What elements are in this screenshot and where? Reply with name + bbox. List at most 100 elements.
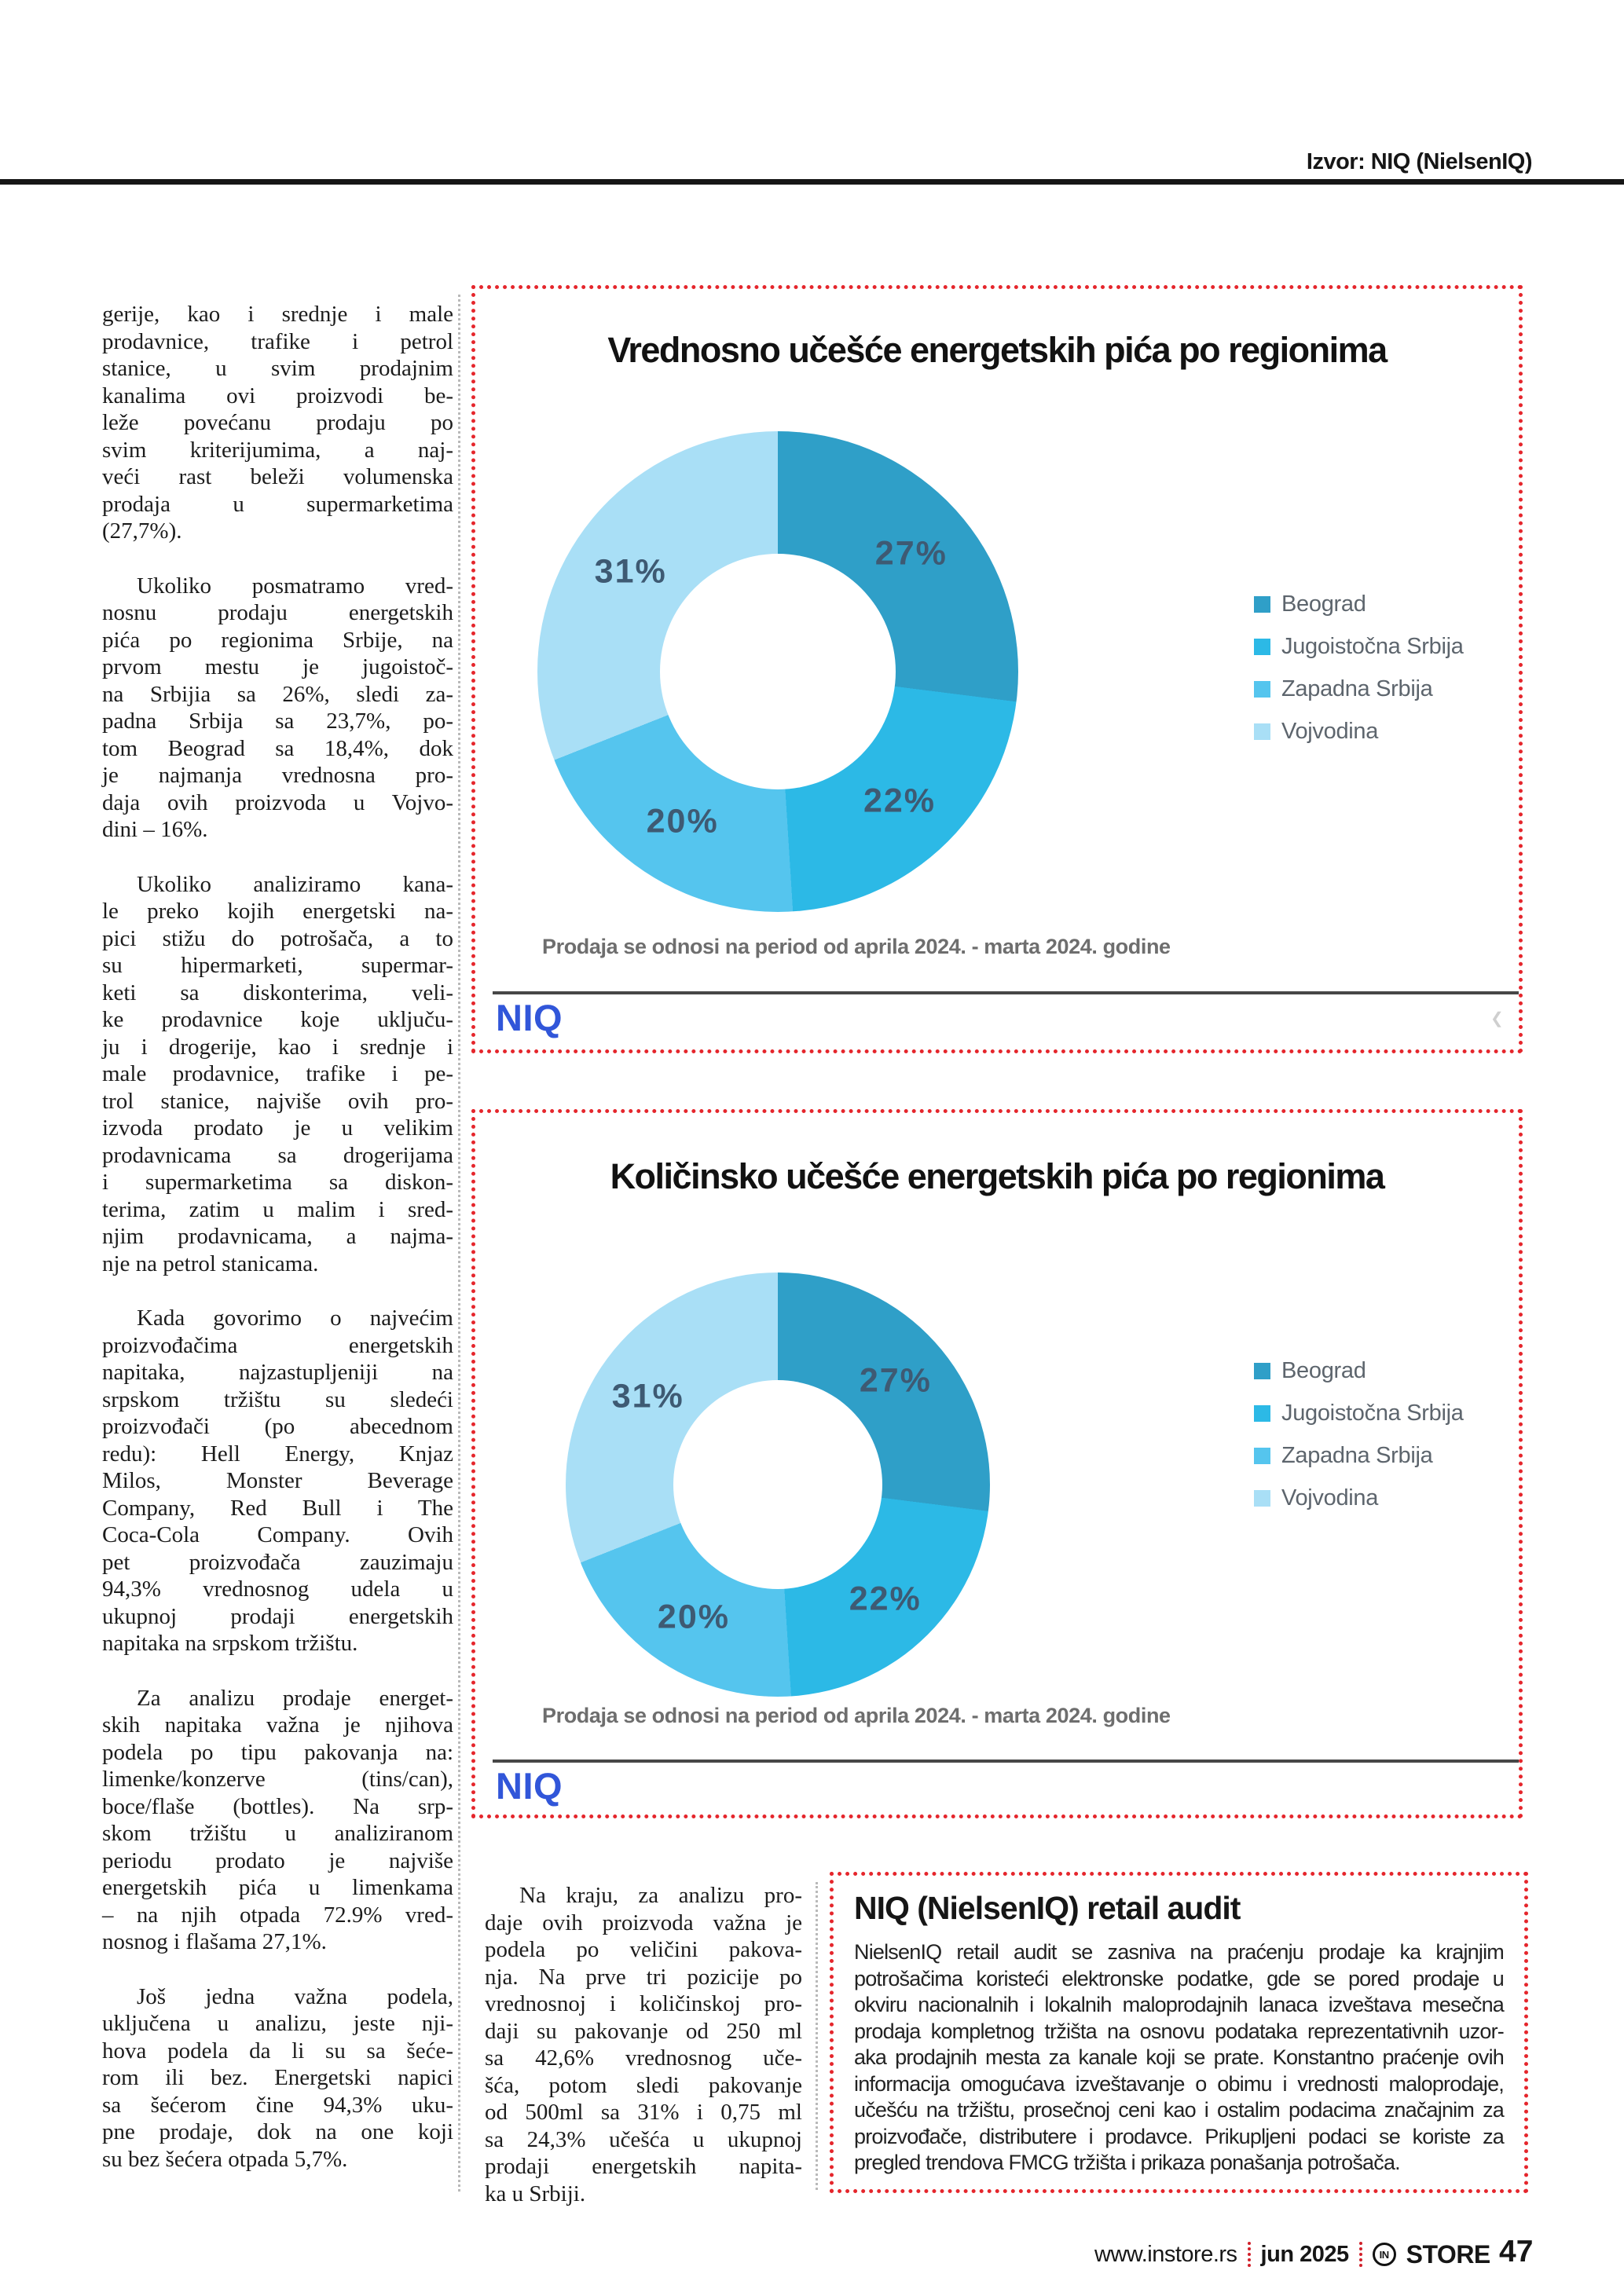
legend-swatch: [1254, 1404, 1270, 1422]
text-line: srpskom tržištu su sledeći: [102, 1386, 453, 1412]
text-line: sa 42,6% vrednosnog uče-: [485, 2045, 802, 2071]
text-line: prodaji energetskih napita-: [485, 2154, 802, 2179]
instore-logo-icon: IN: [1372, 2243, 1396, 2266]
niq-logo: NIQ: [496, 997, 563, 1038]
paragraph: Kada govorimo o najvećim proizvođačima en…: [102, 1305, 453, 1657]
volume-share-chart-box: Količinsko učešće energetskih pića po re…: [471, 1109, 1523, 1818]
legend-label: Beograd: [1281, 1357, 1366, 1383]
audit-text-line: informacija omogućava izveštavanje o obi…: [854, 2071, 1505, 2096]
legend-item: Jugoistočna Srbija: [1254, 625, 1464, 668]
footer-url: www.instore.rs: [1094, 2241, 1237, 2267]
paragraph: Na kraju, za analizu pro-daje ovih proiz…: [485, 1882, 802, 2207]
text-line: proizvođačima energetskih: [102, 1332, 453, 1358]
paragraph: Ukoliko posmatramo vred-nosnu prodaju en…: [102, 573, 453, 844]
left-article-column: gerije, kao i srednje i male prodavnice, …: [102, 301, 453, 2200]
legend-swatch: [1254, 1489, 1270, 1507]
paragraph: Još jedna važna podela, uključena u anali…: [102, 1983, 453, 2173]
legend-swatch: [1254, 723, 1270, 740]
text-line: redu): Hell Energy, Knjaz: [102, 1441, 453, 1467]
audit-body: NielsenIQ retail audit se zasniva na pra…: [854, 1939, 1505, 2177]
footer-separator: [1247, 2242, 1251, 2267]
donut-label: 27%: [874, 534, 948, 573]
text-line: pne prodaje, dok na one koji: [102, 2119, 453, 2144]
text-line: njim prodavnicama, a najma-: [102, 1224, 453, 1249]
top-rule: [0, 179, 1624, 185]
text-line: daje ovih proizvoda važna je: [485, 1910, 802, 1935]
chart-title: Količinsko učešće energetskih pića po re…: [610, 1156, 1385, 1196]
legend-swatch: [1254, 1362, 1270, 1379]
text-line: uključena u analizu, jeste nji-: [102, 2011, 453, 2036]
chart-footer-divider: [493, 1760, 1519, 1763]
text-line: Još jedna važna podela,: [137, 1983, 453, 2009]
donut-label: 31%: [594, 552, 667, 591]
audit-title: NIQ (NielsenIQ) retail audit: [854, 1890, 1241, 1926]
text-line: ju i drogerije, kao i srednje i: [102, 1034, 453, 1060]
text-line: svim kriterijumima, a naj-: [102, 437, 453, 463]
chart-footer-divider: [493, 991, 1519, 994]
text-line: keti sa diskonterima, veli-: [102, 980, 453, 1005]
audit-text-line: aka prodajnih mesta za kanale koji se pr…: [854, 2045, 1505, 2069]
audit-text-line: potrošačima koristeći elektronske podatk…: [854, 1966, 1505, 1990]
text-line: rom ili bez. Energetski napici: [102, 2065, 453, 2090]
legend: Beograd Jugoistočna Srbija Zapadna Srbija V…: [1254, 583, 1464, 753]
footer: www.instore.rs jun 2025 IN STORE: [1094, 2238, 1490, 2271]
donut-label: 22%: [863, 782, 937, 820]
middle-article-column: Na kraju, za analizu pro-daje ovih proiz…: [485, 1882, 802, 2235]
text-line: pića po regionima Srbije, na: [102, 627, 453, 653]
niq-logo: NIQ: [496, 1765, 563, 1807]
text-line: su hipermarketi, supermar-: [102, 953, 453, 978]
text-line: daji su pakovanje od 250 ml: [485, 2018, 802, 2044]
legend-label: Beograd: [1281, 591, 1366, 617]
text-line: Milos, Monster Beverage: [102, 1468, 453, 1493]
legend-label: Zapadna Srbija: [1281, 1442, 1433, 1468]
column-divider: [458, 295, 460, 2192]
text-line: 94,3% vrednosnog udela u: [102, 1576, 453, 1602]
text-line: pici stižu do potrošača, a to: [102, 925, 453, 951]
legend: Beograd Jugoistočna Srbija Zapadna Srbija V…: [1254, 1349, 1464, 1519]
text-line: pet proizvođača zauzimaju: [102, 1549, 453, 1575]
text-line: Company, Red Bull i The: [102, 1495, 453, 1521]
text-line: podela po veličini pakova-: [485, 1937, 802, 1962]
text-line: stanice, u svim prodajnim: [102, 356, 453, 381]
text-line: skih napitaka važna je njihova: [102, 1712, 453, 1738]
paragraph: Za analizu prodaje energet-skih napitaka…: [102, 1685, 453, 1956]
legend-label: Jugoistočna Srbija: [1281, 1400, 1464, 1426]
audit-text-line: proizvođače, distributere i prodavce. Pr…: [854, 2124, 1505, 2148]
legend-swatch: [1254, 1447, 1270, 1464]
text-line: ke prodavnice koje uključu-: [102, 1007, 453, 1032]
text-line: boce/flaše (bottles). Na srp-: [102, 1793, 453, 1819]
text-line: Kada govorimo o najvećim: [137, 1305, 453, 1331]
text-line: limenke/konzerve (tins/can),: [102, 1767, 453, 1792]
text-line: tom Beograd sa 18,4%, dok: [102, 735, 453, 761]
text-line: od 500ml sa 31% i 0,75 ml: [485, 2100, 802, 2125]
chart-caption: Prodaja se odnosi na period od aprila 20…: [542, 935, 1171, 958]
text-line: Ukoliko posmatramo vred-: [137, 573, 453, 599]
text-line: napitaka, najzastupljeniji na: [102, 1360, 453, 1385]
text-line: trol stanice, najviše ovih pro-: [102, 1088, 453, 1114]
text-line: hova podela da li su sa šeće-: [102, 2038, 453, 2063]
text-line: daja ovih proizvoda u Vojvo-: [102, 789, 453, 815]
legend-swatch: [1254, 638, 1270, 655]
text-line: Coca-Cola Company. Ovih: [102, 1522, 453, 1547]
text-line: prodavnicama sa drogerijama: [102, 1142, 453, 1168]
text-line: i supermarketima sa diskon-: [102, 1170, 453, 1195]
text-line: veći rast beleži volumenska: [102, 464, 453, 489]
audit-text-line: prodaja kompletnog tržišta na osnovu pod…: [854, 2019, 1505, 2043]
text-line: nosnu prodaju energetskih: [102, 600, 453, 625]
legend-item: Vojvodina: [1254, 710, 1464, 753]
text-line: skom tržištu u analiziranom: [102, 1821, 453, 1846]
donut-hole: [660, 554, 896, 789]
text-line: male prodavnice, trafike i pe-: [102, 1061, 453, 1086]
paragraph: Ukoliko analiziramo kana-le preko kojih …: [102, 871, 453, 1278]
text-line: Ukoliko analiziramo kana-: [137, 871, 453, 897]
text-line: energetskih pića u limenkama: [102, 1875, 453, 1900]
legend-swatch: [1254, 595, 1270, 613]
legend-label: Vojvodina: [1281, 1485, 1379, 1511]
text-line: gerije, kao i srednje i male: [102, 302, 453, 327]
text-line: je najmanja vrednosna pro-: [102, 763, 453, 788]
text-line: – na njih otpada 72.9% vred-: [102, 1902, 453, 1928]
text-line: periodu prodato je najviše: [102, 1847, 453, 1873]
donut-label: 20%: [657, 1598, 730, 1636]
text-line: nja. Na prve tri pozicije po: [485, 1964, 802, 1990]
